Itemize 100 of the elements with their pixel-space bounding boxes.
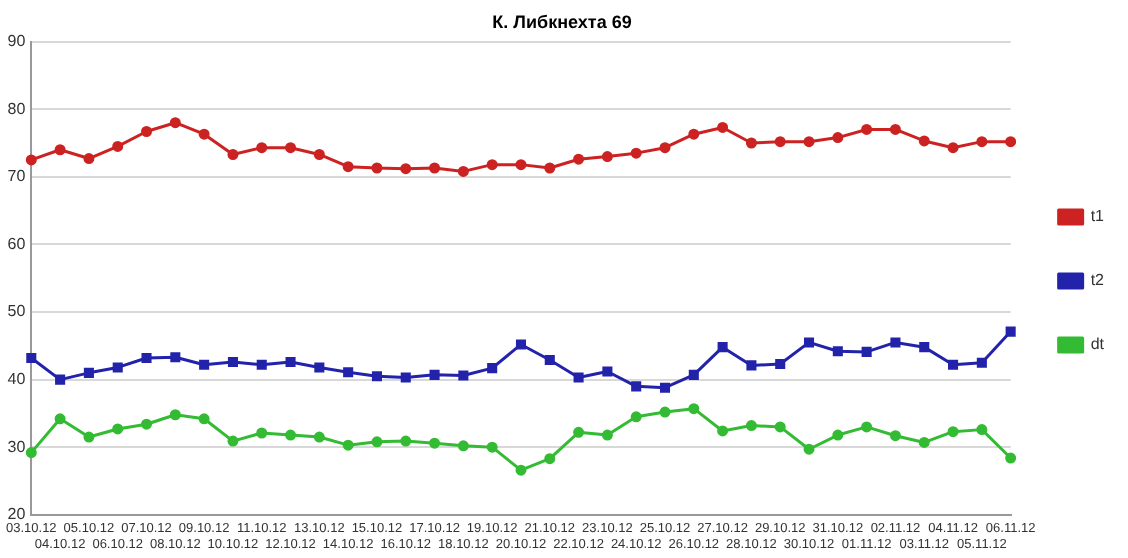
point <box>26 352 37 363</box>
point <box>947 142 959 154</box>
y-tick-label: 80 <box>7 99 27 118</box>
y-tick-label: 60 <box>7 234 27 253</box>
point <box>169 409 181 421</box>
point <box>515 464 527 476</box>
point <box>1005 136 1017 148</box>
point <box>486 159 498 171</box>
point <box>1005 452 1017 464</box>
point <box>889 123 901 135</box>
point <box>227 356 238 368</box>
point <box>112 140 124 152</box>
point <box>169 117 181 129</box>
point <box>803 136 815 148</box>
point <box>487 363 498 374</box>
point <box>976 136 988 148</box>
point <box>1005 326 1016 337</box>
point <box>83 431 95 443</box>
point <box>803 337 815 348</box>
point <box>688 128 700 140</box>
point <box>256 427 268 439</box>
point <box>400 435 412 447</box>
y-tick-label: 40 <box>7 370 27 389</box>
point <box>371 436 383 448</box>
point <box>371 371 382 382</box>
point <box>256 359 267 370</box>
point <box>313 431 325 443</box>
y-tick-label: 20 <box>7 505 27 524</box>
point <box>515 339 527 350</box>
point <box>544 162 556 174</box>
point <box>198 413 210 425</box>
point <box>918 436 930 448</box>
y-tick-label: 90 <box>7 32 27 51</box>
point <box>25 447 37 459</box>
point <box>429 369 440 380</box>
point <box>774 421 786 433</box>
point <box>861 123 873 135</box>
legend-label: dt <box>1090 335 1106 354</box>
point <box>889 430 901 442</box>
point <box>458 370 469 381</box>
point <box>227 435 239 447</box>
point <box>573 372 584 383</box>
point <box>947 426 959 438</box>
y-tick-label: 70 <box>7 167 27 186</box>
point <box>631 381 642 392</box>
point <box>659 406 671 418</box>
point <box>285 142 297 154</box>
point <box>486 441 498 453</box>
point <box>918 135 930 147</box>
point <box>141 352 152 363</box>
point <box>601 151 613 163</box>
point <box>832 132 844 144</box>
point <box>573 426 585 438</box>
point <box>199 359 210 370</box>
point <box>861 346 872 357</box>
point <box>601 429 613 441</box>
point <box>256 142 268 154</box>
point <box>919 342 930 353</box>
point <box>227 148 239 160</box>
point <box>54 144 66 156</box>
point <box>717 342 728 353</box>
point <box>688 403 700 415</box>
point <box>400 372 411 383</box>
point <box>55 374 66 385</box>
point <box>141 418 153 430</box>
y-tick-label: 30 <box>7 437 27 456</box>
point <box>976 424 988 436</box>
point <box>659 382 671 393</box>
point <box>25 154 37 166</box>
point <box>457 440 469 452</box>
point <box>573 153 585 165</box>
point <box>429 162 441 174</box>
point <box>515 159 527 171</box>
point <box>948 359 959 370</box>
point <box>112 423 124 435</box>
point <box>342 439 354 451</box>
point <box>429 437 441 449</box>
point <box>890 337 901 348</box>
point <box>198 128 210 140</box>
point <box>314 362 325 373</box>
point <box>602 366 613 377</box>
point <box>745 420 757 432</box>
point <box>54 413 66 425</box>
point <box>83 367 94 378</box>
point <box>832 346 843 357</box>
chart-title: К. Либкнехта 69 <box>492 11 632 32</box>
point <box>745 137 757 149</box>
point <box>371 162 383 174</box>
point <box>630 147 642 159</box>
point <box>717 121 729 133</box>
point <box>457 165 469 177</box>
point <box>803 443 815 455</box>
point <box>832 429 844 441</box>
point <box>774 136 786 148</box>
legend-label: t2 <box>1090 271 1106 290</box>
point <box>343 367 354 378</box>
point <box>717 425 729 437</box>
point <box>861 421 873 433</box>
point <box>313 148 325 160</box>
point <box>342 161 354 173</box>
